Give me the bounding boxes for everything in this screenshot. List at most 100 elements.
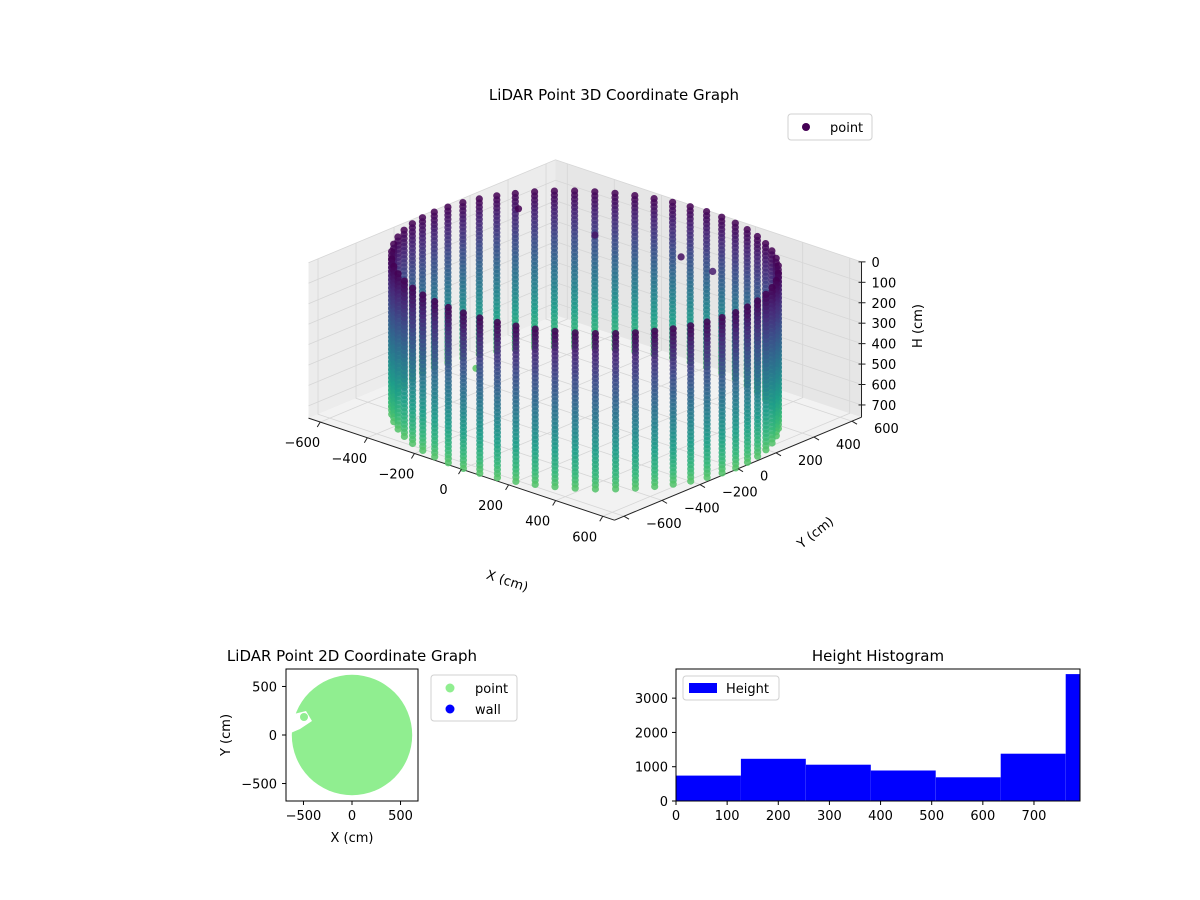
- y-tick-label: 3000: [635, 692, 668, 707]
- grid-x: [602, 257, 851, 517]
- y-tick: [623, 515, 630, 520]
- plot-3d-y-axis-label: Y (cm): [794, 514, 837, 552]
- histogram-bar: [1065, 674, 1080, 801]
- x-tick-label: 300: [817, 809, 842, 824]
- point-3d: [531, 480, 539, 488]
- plot-3d-points: [388, 187, 783, 493]
- point-2d: [300, 713, 308, 721]
- histogram-bars: [676, 674, 1080, 801]
- plot-2d-legend-label-wall: wall: [475, 703, 501, 718]
- plot-2d-ticks: −500 0 500 −500 0 500: [241, 680, 413, 824]
- point-3d: [512, 477, 520, 485]
- point-3d: [394, 425, 402, 433]
- histogram-bar: [676, 775, 741, 801]
- point-3d: [651, 482, 659, 491]
- point-3d: [709, 267, 717, 275]
- x-tick-label: −200: [379, 468, 415, 483]
- point-3d: [703, 473, 711, 481]
- y-tick: [775, 452, 782, 457]
- histogram-frame: [675, 668, 1081, 802]
- point-3d: [754, 452, 762, 460]
- y-tick: [813, 436, 820, 441]
- point-3d: [419, 446, 427, 454]
- plot-3d-legend: point: [787, 113, 873, 141]
- plot-3d-title: LiDAR Point 3D Coordinate Graph: [489, 86, 739, 104]
- x-tick-label: 100: [715, 809, 740, 824]
- y-tick-label: 0: [760, 470, 768, 485]
- y-tick-label: 200: [798, 454, 823, 469]
- x-tick-label: −600: [284, 436, 320, 451]
- x-tick-label: 200: [478, 499, 503, 514]
- x-tick-label: 0: [348, 809, 356, 824]
- point-3d: [732, 464, 740, 472]
- x-tick-label: −500: [286, 809, 322, 824]
- histogram-legend: Height: [682, 675, 780, 701]
- plot-2d-legend-label-point: point: [475, 682, 508, 697]
- plot-3d: LiDAR Point 3D Coordinate Graph −600−400…: [284, 86, 926, 595]
- histogram-bar: [740, 758, 806, 801]
- histogram-bar: [805, 764, 871, 801]
- x-tick-label: 400: [525, 515, 550, 530]
- y-tick-label: 400: [836, 438, 861, 453]
- histogram-legend-swatch: [689, 683, 717, 693]
- point-cloud-disk: [291, 674, 413, 796]
- histogram-legend-frame: [682, 675, 780, 701]
- point-3d: [409, 439, 417, 448]
- plot-3d-legend-marker: [802, 123, 810, 131]
- grid-y: [355, 243, 663, 501]
- point-3d: [444, 459, 452, 467]
- h-tick-label: 0: [872, 256, 880, 271]
- plot-2d-points: [286, 674, 413, 796]
- point-3d: [459, 464, 467, 472]
- point-3d: [514, 205, 523, 213]
- histogram-legend-label-height: Height: [726, 682, 769, 697]
- y-tick: [661, 499, 668, 504]
- plot-2d-legend: point wall: [430, 674, 518, 722]
- plot-3d-x-axis-label: X (cm): [484, 568, 530, 596]
- point-3d: [591, 485, 600, 493]
- x-tick: [458, 468, 462, 475]
- h-tick-label: 400: [872, 338, 897, 353]
- x-tick: [552, 500, 557, 506]
- histogram-ticks: 0 100 200 300 400 500 600 700 0 1000 2000 3000: [635, 692, 1046, 824]
- point-3d: [687, 477, 695, 485]
- plot-3d-z-axis-label: H (cm): [911, 304, 926, 348]
- x-tick-label: 0: [439, 483, 447, 498]
- y-tick: [851, 420, 858, 425]
- x-tick-label: 500: [388, 809, 413, 824]
- x-tick: [410, 453, 415, 459]
- h-tick-label: 500: [872, 358, 897, 373]
- y-tick-label: 500: [252, 680, 277, 695]
- h-tick-label: 700: [872, 399, 897, 414]
- y-tick-label: −500: [241, 778, 277, 793]
- y-tick-label: −600: [646, 517, 682, 532]
- x-tick-label: 400: [868, 809, 893, 824]
- histogram-bar: [870, 770, 936, 801]
- plot-2d: LiDAR Point 2D Coordinate Graph −500 0 500…: [219, 647, 518, 846]
- y-tick-label: 1000: [635, 761, 668, 776]
- y-tick: [699, 484, 706, 488]
- x-tick-label: 0: [672, 809, 680, 824]
- point-3d: [493, 474, 501, 482]
- x-tick-label: 700: [1022, 809, 1047, 824]
- h-tick-label: 600: [872, 379, 897, 394]
- y-tick-label: −400: [684, 501, 720, 516]
- histogram-title: Height Histogram: [812, 647, 944, 665]
- x-tick: [599, 515, 604, 522]
- point-3d: [669, 480, 677, 488]
- point-3d: [476, 469, 484, 477]
- histogram-bar: [935, 777, 1001, 801]
- plot-2d-x-axis-label: X (cm): [331, 831, 374, 846]
- x-tick: [505, 484, 510, 491]
- point-3d: [677, 253, 685, 261]
- plot-2d-y-axis-label: Y (cm): [219, 714, 234, 757]
- y-tick-label: 2000: [635, 726, 668, 741]
- point-3d: [571, 484, 579, 492]
- y-tick-label: 0: [660, 795, 668, 810]
- plot-2d-title: LiDAR Point 2D Coordinate Graph: [227, 647, 477, 665]
- plot-3d-legend-frame: [787, 113, 873, 141]
- grid-h: [308, 159, 862, 264]
- point-3d: [762, 446, 770, 454]
- plot-2d-legend-marker-point: [445, 683, 455, 693]
- y-tick-label: 600: [874, 422, 899, 437]
